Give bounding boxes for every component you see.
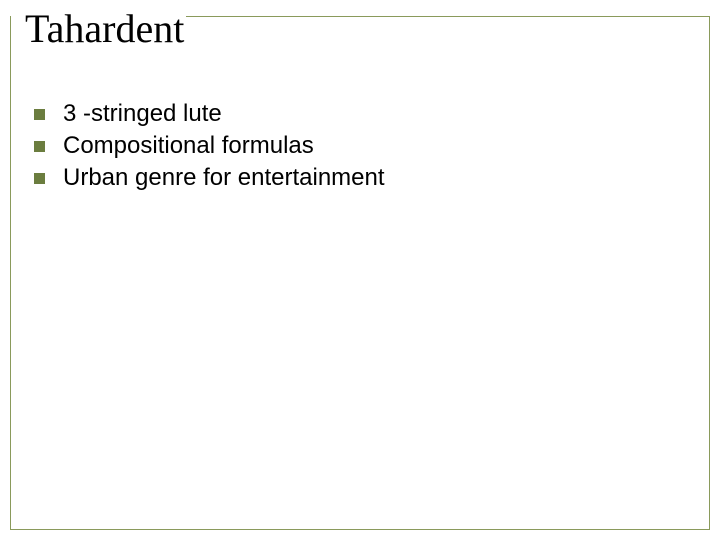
- list-item: Compositional formulas: [34, 132, 385, 160]
- list-item: Urban genre for entertainment: [34, 164, 385, 192]
- square-bullet-icon: [34, 173, 45, 184]
- slide-frame: Tahardent: [10, 16, 710, 530]
- slide-title: Tahardent: [11, 5, 184, 52]
- bullet-list: 3 -stringed lute Compositional formulas …: [34, 100, 385, 196]
- slide: Tahardent 3 -stringed lute Compositional…: [0, 0, 720, 540]
- list-item: 3 -stringed lute: [34, 100, 385, 128]
- list-item-text: Urban genre for entertainment: [63, 164, 385, 192]
- square-bullet-icon: [34, 109, 45, 120]
- list-item-text: 3 -stringed lute: [63, 100, 222, 128]
- square-bullet-icon: [34, 141, 45, 152]
- list-item-text: Compositional formulas: [63, 132, 314, 160]
- title-container: Tahardent: [11, 5, 186, 52]
